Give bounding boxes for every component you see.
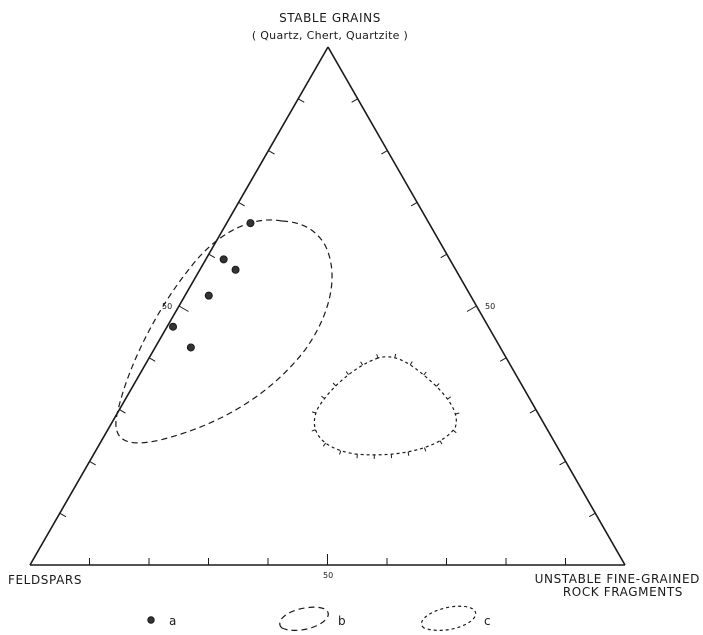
left-edge-tick-80 xyxy=(268,150,275,155)
field-c-tick xyxy=(407,451,410,456)
left-edge-tick-10 xyxy=(59,512,67,518)
top-apex-title: STABLE GRAINS xyxy=(279,11,381,25)
legend-dotted-loop-symbol xyxy=(420,605,477,631)
right-edge-tick-60 xyxy=(499,357,507,362)
legend: a b c xyxy=(147,605,491,631)
left-edge-tick-60 xyxy=(208,253,216,259)
data-point-a-2 xyxy=(219,255,228,264)
field-c-tick xyxy=(321,395,325,399)
legend-label-c: c xyxy=(484,614,491,628)
right-apex-label-line2: ROCK FRAGMENTS xyxy=(563,585,683,599)
legend-label-b: b xyxy=(338,614,346,628)
field-c-outline xyxy=(313,356,457,456)
field-c-tick xyxy=(339,450,342,455)
field-b-outline xyxy=(115,219,333,444)
data-point-a-4 xyxy=(204,291,213,300)
field-c-tick xyxy=(311,411,317,414)
field-c-tick xyxy=(332,382,337,387)
data-point-a-3 xyxy=(231,265,240,274)
bottom-edge-50-label: 50 xyxy=(323,571,333,580)
right-edge-tick-30 xyxy=(410,201,418,207)
right-edge-tick-10 xyxy=(351,98,358,103)
field-c-tick xyxy=(345,371,349,375)
field-c-tick xyxy=(322,442,327,447)
left-edge-tick-90 xyxy=(297,98,305,103)
legend-dot-symbol xyxy=(147,616,155,624)
right-edge-tick-80 xyxy=(559,460,566,466)
field-c-tick xyxy=(447,396,452,400)
left-edge-tick-30 xyxy=(119,409,126,414)
left-edge-tick-50 xyxy=(178,305,189,312)
field-c-tick xyxy=(435,383,440,387)
left-edge-50-label: 50 xyxy=(162,302,172,311)
left-edge-tick-20 xyxy=(89,460,96,466)
data-points-a xyxy=(169,219,255,352)
field-c-tick xyxy=(424,447,427,452)
field-c-tick xyxy=(423,371,427,376)
right-edge-tick-20 xyxy=(381,150,388,155)
field-c-tick xyxy=(455,412,460,415)
right-edge-tick-70 xyxy=(529,409,537,414)
field-c-ticks xyxy=(311,353,460,459)
right-edge-tick-50 xyxy=(466,305,477,312)
field-c-tick xyxy=(360,361,364,366)
legend-label-a: a xyxy=(169,614,177,628)
right-edge-50-label: 50 xyxy=(485,302,495,311)
right-edge-tick-40 xyxy=(440,253,448,259)
left-apex-label: FELDSPARS xyxy=(8,573,82,587)
data-point-a-6 xyxy=(186,343,195,352)
field-c-tick xyxy=(311,429,316,432)
field-c-tick xyxy=(439,440,443,445)
right-edge-tick-90 xyxy=(588,512,596,518)
legend-dashed-loop-symbol xyxy=(279,606,329,631)
right-apex-label-line1: UNSTABLE FINE-GRAINED xyxy=(535,572,700,586)
left-edge-tick-40 xyxy=(148,357,156,362)
data-point-a-1 xyxy=(246,219,255,228)
top-apex-subtitle: ( Quartz, Chert, Quartzite ) xyxy=(252,29,408,42)
field-c-tick xyxy=(394,353,397,358)
field-c-tick xyxy=(452,429,457,434)
field-c-tick xyxy=(409,361,413,366)
left-edge-tick-70 xyxy=(238,201,245,207)
tick-marks xyxy=(59,98,596,565)
data-point-a-5 xyxy=(169,322,178,331)
field-c-tick xyxy=(376,354,379,359)
